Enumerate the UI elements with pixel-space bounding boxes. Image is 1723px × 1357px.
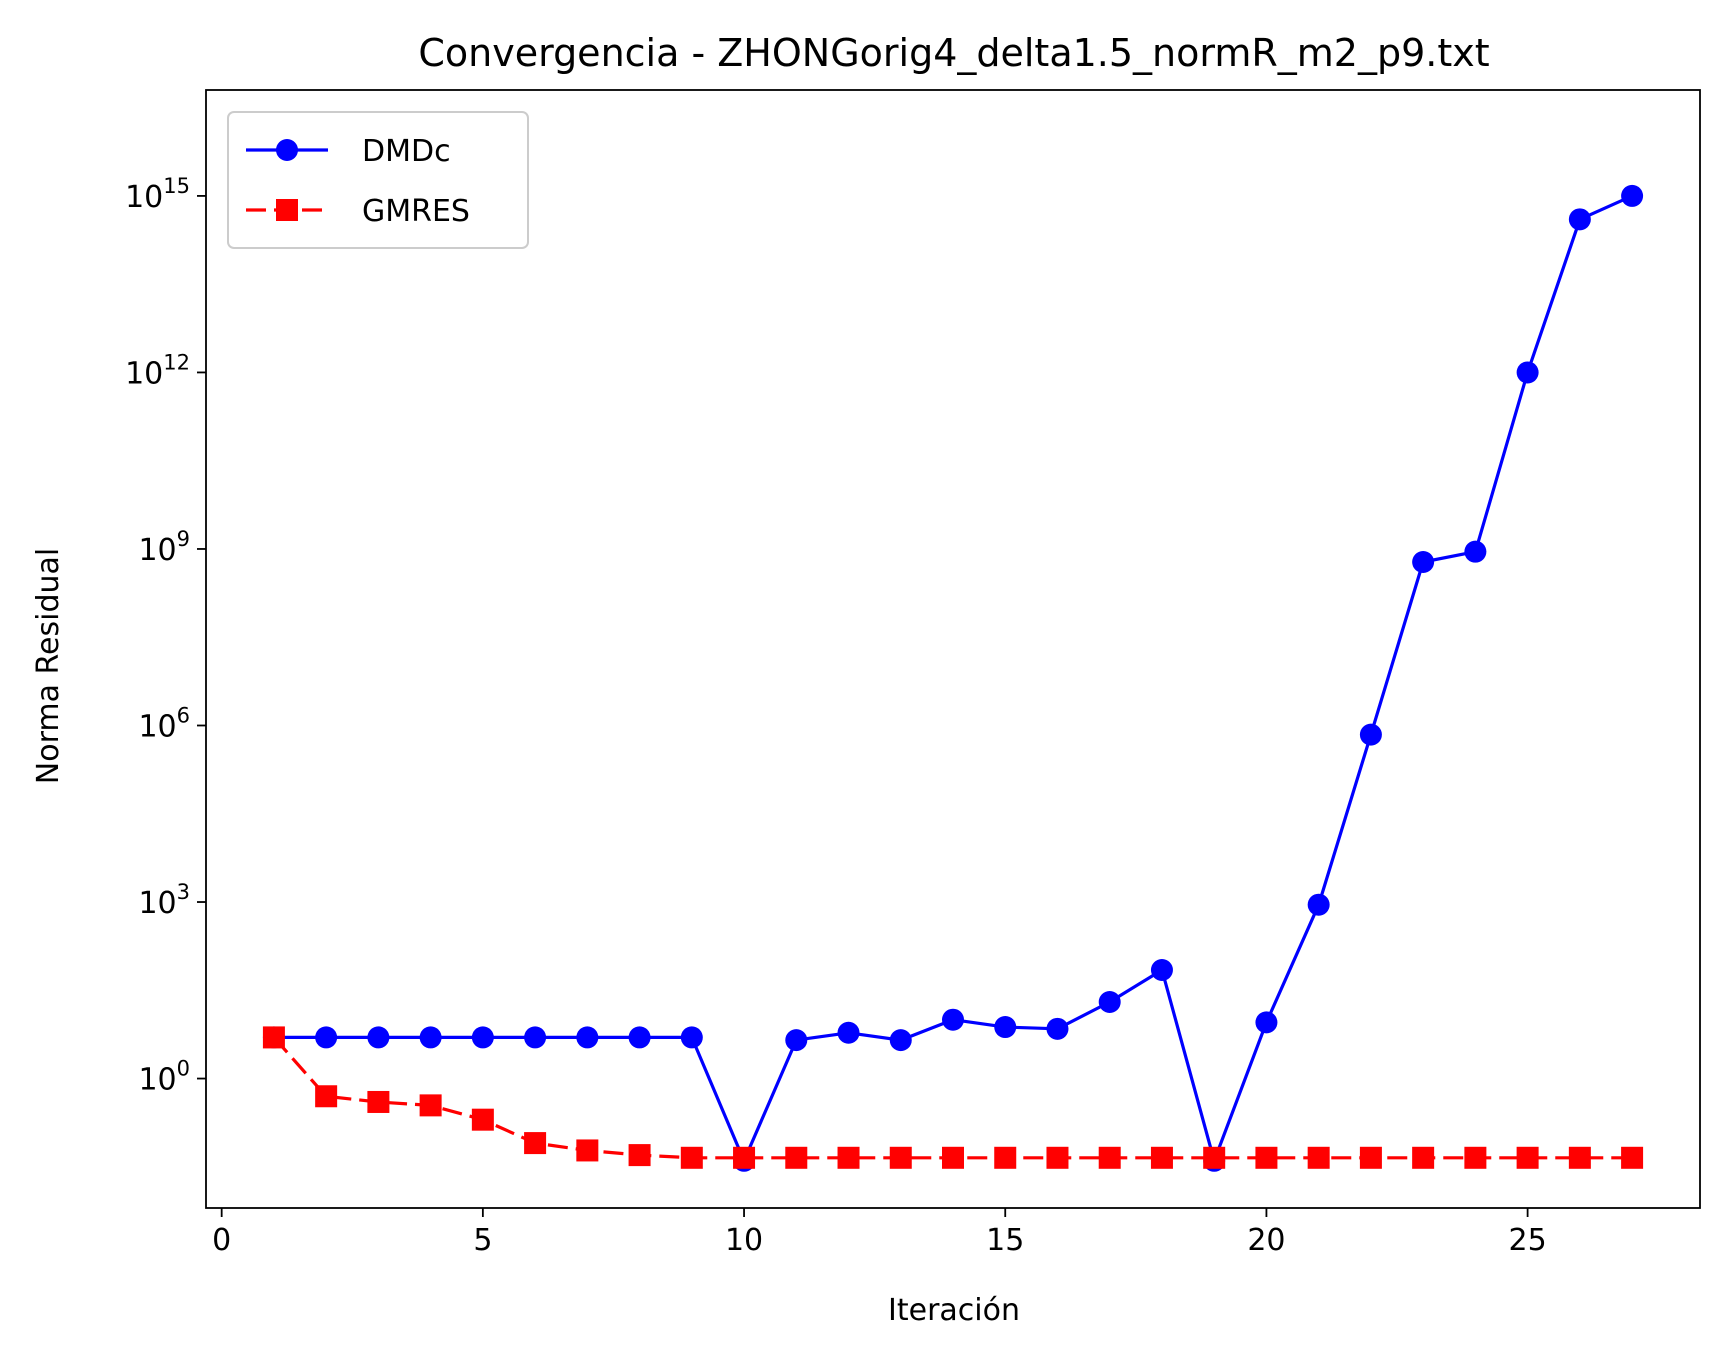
- data-point-gmres: [942, 1146, 964, 1169]
- x-axis: 0 5 10 15 20 25: [212, 1208, 1547, 1258]
- data-point-dmdc: [680, 1026, 703, 1049]
- data-point-gmres: [1516, 1146, 1539, 1169]
- y-tick-label: 1015: [125, 174, 190, 215]
- x-tick-label: 15: [986, 1223, 1024, 1258]
- y-tick-label: 106: [138, 703, 190, 744]
- x-tick-label: 20: [1247, 1223, 1285, 1258]
- data-point-dmdc: [576, 1026, 599, 1049]
- data-point-dmdc: [1046, 1017, 1069, 1040]
- x-tick-label: 25: [1509, 1223, 1547, 1258]
- data-point-gmres: [1621, 1146, 1644, 1169]
- data-point-dmdc: [1412, 551, 1435, 574]
- data-point-gmres: [315, 1085, 338, 1108]
- data-point-dmdc: [471, 1026, 494, 1049]
- data-point-gmres: [367, 1090, 390, 1113]
- legend-label-dmdc: DMDc: [362, 134, 451, 169]
- data-point-gmres: [1464, 1146, 1487, 1169]
- y-axis: 100 103 106 109 1012 1015: [125, 174, 206, 1098]
- chart-title: Convergencia - ZHONGorig4_delta1.5_normR…: [418, 31, 1489, 75]
- data-point-dmdc: [889, 1029, 912, 1052]
- x-tick-label: 0: [212, 1223, 231, 1258]
- data-point-dmdc: [524, 1026, 547, 1049]
- data-point-dmdc: [1464, 540, 1487, 563]
- data-point-gmres: [889, 1146, 912, 1169]
- data-point-gmres: [837, 1146, 860, 1169]
- data-point-gmres: [419, 1094, 442, 1117]
- legend: DMDc GMRES: [227, 111, 529, 249]
- y-tick-label: 109: [138, 527, 190, 568]
- legend-label-gmres: GMRES: [362, 194, 470, 229]
- x-tick-label: 5: [473, 1223, 492, 1258]
- y-axis-label: Norma Residual: [31, 548, 66, 784]
- y-tick-label: 103: [138, 880, 190, 921]
- data-point-dmdc: [367, 1026, 390, 1049]
- data-point-gmres: [262, 1026, 285, 1049]
- data-point-gmres: [1046, 1146, 1069, 1169]
- data-point-gmres: [1255, 1146, 1278, 1169]
- data-point-dmdc: [628, 1026, 651, 1049]
- data-point-gmres: [471, 1108, 494, 1131]
- data-point-gmres: [628, 1144, 651, 1167]
- data-point-dmdc: [1255, 1011, 1278, 1034]
- series-gmres: [262, 1026, 1644, 1169]
- data-point-dmdc: [1098, 990, 1121, 1013]
- plot-area: [205, 89, 1701, 1209]
- plot-frame: [205, 89, 1701, 1209]
- x-tick-label: 10: [725, 1223, 763, 1258]
- data-point-gmres: [785, 1146, 808, 1169]
- x-axis-label: Iteración: [888, 1293, 1020, 1328]
- data-point-dmdc: [1568, 208, 1591, 231]
- data-point-gmres: [1359, 1146, 1382, 1169]
- data-point-gmres: [1150, 1146, 1173, 1169]
- series-line-gmres: [272, 1036, 1633, 1160]
- data-point-dmdc: [837, 1021, 860, 1044]
- legend-marker-dmdc: [276, 139, 298, 161]
- y-tick-label: 100: [138, 1057, 190, 1098]
- data-point-gmres: [1203, 1146, 1226, 1169]
- legend-box: [227, 111, 529, 249]
- data-point-dmdc: [1359, 723, 1382, 746]
- data-point-gmres: [1307, 1146, 1330, 1169]
- data-point-gmres: [1098, 1146, 1121, 1169]
- y-tick-label: 1012: [125, 350, 190, 391]
- legend-marker-gmres: [276, 199, 298, 221]
- data-point-dmdc: [942, 1008, 964, 1031]
- data-point-gmres: [680, 1146, 703, 1169]
- series-dmdc: [262, 184, 1644, 1172]
- data-point-gmres: [1412, 1146, 1435, 1169]
- data-point-dmdc: [994, 1016, 1017, 1039]
- data-point-dmdc: [1307, 893, 1330, 916]
- data-point-gmres: [994, 1146, 1017, 1169]
- data-point-gmres: [1568, 1146, 1591, 1169]
- data-point-dmdc: [315, 1026, 338, 1049]
- data-point-dmdc: [419, 1026, 442, 1049]
- data-point-gmres: [524, 1132, 547, 1155]
- data-point-dmdc: [1516, 361, 1539, 384]
- data-point-dmdc: [1150, 958, 1173, 981]
- data-point-dmdc: [1621, 184, 1644, 207]
- data-point-dmdc: [785, 1029, 808, 1052]
- data-point-gmres: [733, 1146, 756, 1169]
- data-point-gmres: [576, 1139, 599, 1162]
